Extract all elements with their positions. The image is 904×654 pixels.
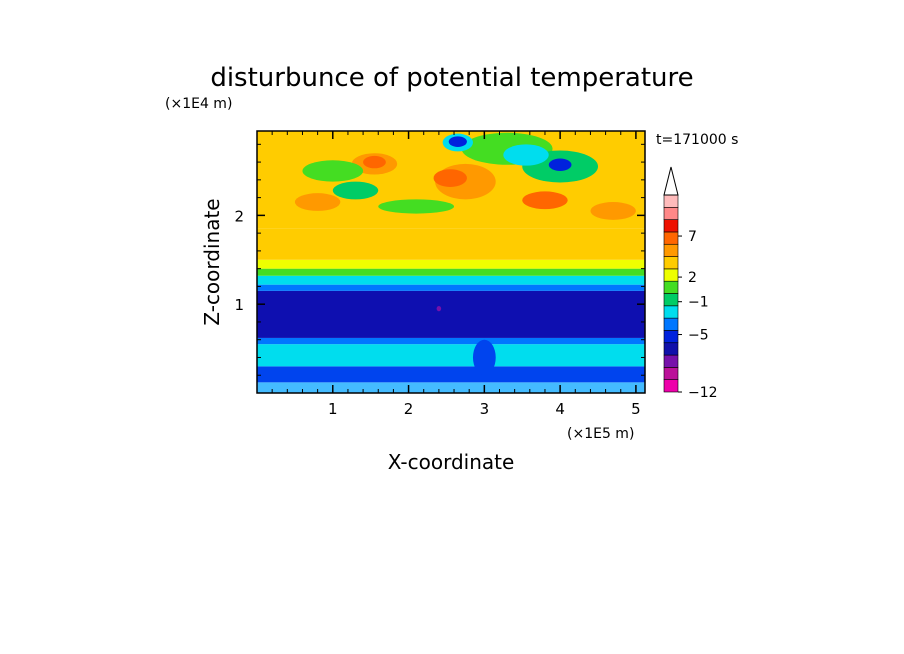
contour-field: [257, 131, 645, 393]
colorbar: −12−5−127: [663, 166, 718, 401]
y-axis-title: Z-coordinate: [200, 198, 224, 325]
x-tick-label-2: 3: [480, 400, 490, 418]
colorbar-segment-2: [663, 354, 679, 368]
contour-feature-7: [302, 160, 364, 182]
contour-band-1: [257, 366, 645, 383]
colorbar-label-2: −1: [688, 295, 709, 311]
colorbar-segment-7: [663, 293, 679, 307]
contour-band-4: [257, 290, 645, 338]
contour-feature-4: [522, 191, 568, 210]
contour-band-6: [257, 275, 645, 285]
colorbar-segment-5: [663, 317, 679, 331]
colorbar-segment-12: [663, 231, 679, 245]
contour-band-7: [257, 268, 645, 276]
contour-feature-6: [294, 193, 341, 211]
x-tick-label-0: 1: [328, 400, 338, 418]
x-axis-title: X-coordinate: [388, 450, 515, 474]
contour-band-8: [257, 259, 645, 269]
contour-feature-9: [378, 199, 455, 214]
contour-band-2: [257, 344, 645, 367]
colorbar-segment-9: [663, 268, 679, 282]
x-unit-label: (×1E5 m): [567, 426, 634, 442]
contour-feature-1: [433, 169, 467, 187]
y-tick-label-0: 1: [234, 296, 244, 314]
contour-feature-13: [548, 158, 572, 171]
colorbar-label-0: −12: [688, 385, 718, 401]
y-tick-label-1: 2: [234, 207, 244, 225]
contour-feature-15: [448, 136, 467, 147]
colorbar-segment-3: [663, 342, 679, 356]
colorbar-segment-1: [663, 367, 679, 380]
colorbar-segment-0: [663, 379, 679, 393]
contour-feature-12: [503, 144, 549, 166]
contour-feature-8: [332, 181, 379, 200]
colorbar-segment-10: [663, 256, 679, 270]
x-tick-label-3: 4: [555, 400, 565, 418]
colorbar-label-3: 2: [688, 270, 697, 286]
colorbar-segment-15: [663, 194, 679, 208]
plot-frame: [256, 130, 646, 394]
colorbar-segment-14: [663, 207, 679, 220]
contour-band-9: [257, 228, 645, 260]
colorbar-label-1: −5: [688, 328, 709, 344]
contour-feature-17: [472, 339, 496, 376]
contour-band-0: [257, 382, 645, 393]
x-axis: 1 2 3 4 5: [271, 131, 641, 418]
x-tick-label-4: 5: [631, 400, 641, 418]
contour-feature-5: [590, 202, 636, 220]
contour-band-3: [257, 337, 645, 345]
colorbar-segment-4: [663, 330, 679, 344]
contour-band-5: [257, 284, 645, 291]
colorbar-label-4: 7: [688, 229, 697, 245]
y-axis: 12: [234, 143, 645, 376]
colorbar-segment-11: [663, 243, 679, 257]
colorbar-extend-arrow: [663, 166, 679, 196]
chart-title: disturbunce of potential temperature: [210, 63, 693, 93]
x-tick-label-1: 2: [404, 400, 414, 418]
colorbar-segment-13: [663, 219, 679, 233]
y-unit-label: (×1E4 m): [165, 96, 232, 112]
contour-feature-16: [436, 305, 442, 312]
colorbar-segment-6: [663, 305, 679, 319]
contour-feature-3: [363, 155, 386, 169]
colorbar-segment-8: [663, 280, 679, 294]
time-label: t=171000 s: [656, 132, 738, 148]
